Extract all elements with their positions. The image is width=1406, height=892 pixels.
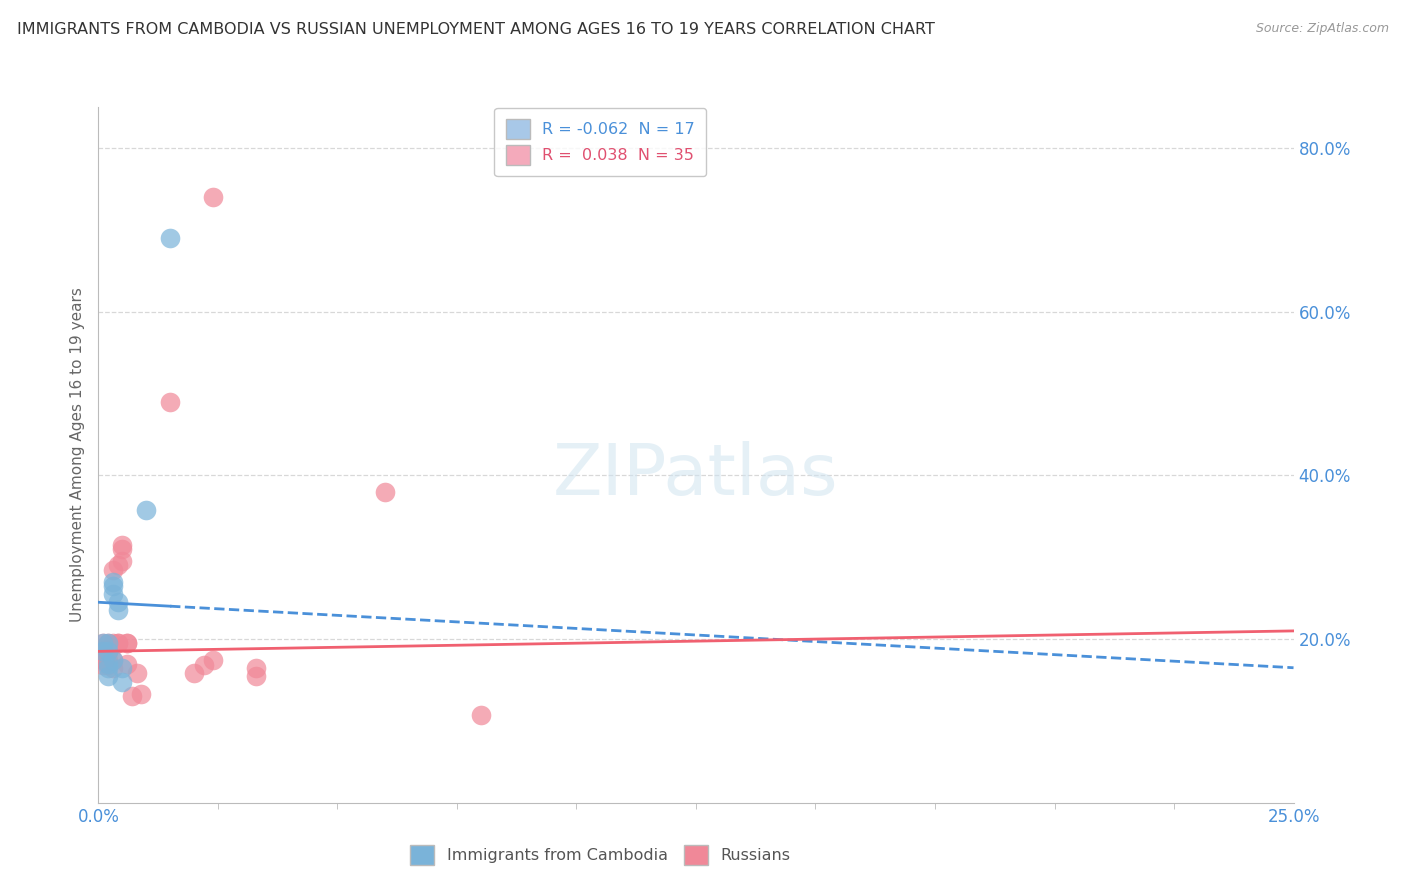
Point [101, 579, 124, 593]
Point [101, 652, 124, 666]
Text: Source: ZipAtlas.com: Source: ZipAtlas.com [1256, 22, 1389, 36]
Point [115, 657, 138, 671]
Point [101, 636, 124, 650]
Point [115, 636, 138, 650]
Point [97, 636, 120, 650]
Point [97, 661, 120, 675]
Point [470, 708, 492, 723]
Point [101, 661, 124, 675]
Point [131, 687, 153, 701]
Point [101, 652, 124, 666]
Point [101, 574, 124, 589]
Point [97, 669, 120, 683]
Point [107, 636, 129, 650]
Point [193, 658, 215, 673]
Point [91, 647, 114, 661]
Point [91, 636, 114, 650]
Point [97, 657, 120, 671]
Point [107, 595, 129, 609]
Text: ZIPatlas: ZIPatlas [553, 442, 839, 510]
Point [91, 652, 114, 666]
Point [135, 502, 157, 516]
Point [107, 636, 129, 650]
Point [121, 690, 143, 704]
Point [97, 644, 120, 658]
Point [374, 484, 396, 499]
Point [97, 636, 120, 650]
Point [101, 587, 124, 601]
Point [245, 661, 267, 675]
Y-axis label: Unemployment Among Ages 16 to 19 years: Unemployment Among Ages 16 to 19 years [69, 287, 84, 623]
Point [159, 394, 181, 409]
Point [107, 558, 129, 573]
Point [111, 661, 134, 675]
Point [245, 669, 267, 683]
Point [111, 674, 134, 689]
Text: IMMIGRANTS FROM CAMBODIA VS RUSSIAN UNEMPLOYMENT AMONG AGES 16 TO 19 YEARS CORRE: IMMIGRANTS FROM CAMBODIA VS RUSSIAN UNEM… [17, 22, 935, 37]
Point [97, 644, 120, 658]
Point [91, 644, 114, 658]
Point [202, 652, 225, 666]
Point [97, 652, 120, 666]
Point [101, 562, 124, 576]
Point [183, 666, 205, 681]
Point [159, 231, 181, 245]
Point [111, 542, 134, 557]
Point [125, 666, 148, 681]
Point [91, 644, 114, 658]
Point [97, 644, 120, 658]
Point [97, 658, 120, 673]
Point [91, 636, 114, 650]
Point [91, 658, 114, 673]
Point [107, 603, 129, 617]
Point [202, 190, 225, 204]
Point [115, 636, 138, 650]
Point [111, 538, 134, 552]
Point [111, 554, 134, 568]
Legend: Immigrants from Cambodia, Russians: Immigrants from Cambodia, Russians [404, 839, 797, 871]
